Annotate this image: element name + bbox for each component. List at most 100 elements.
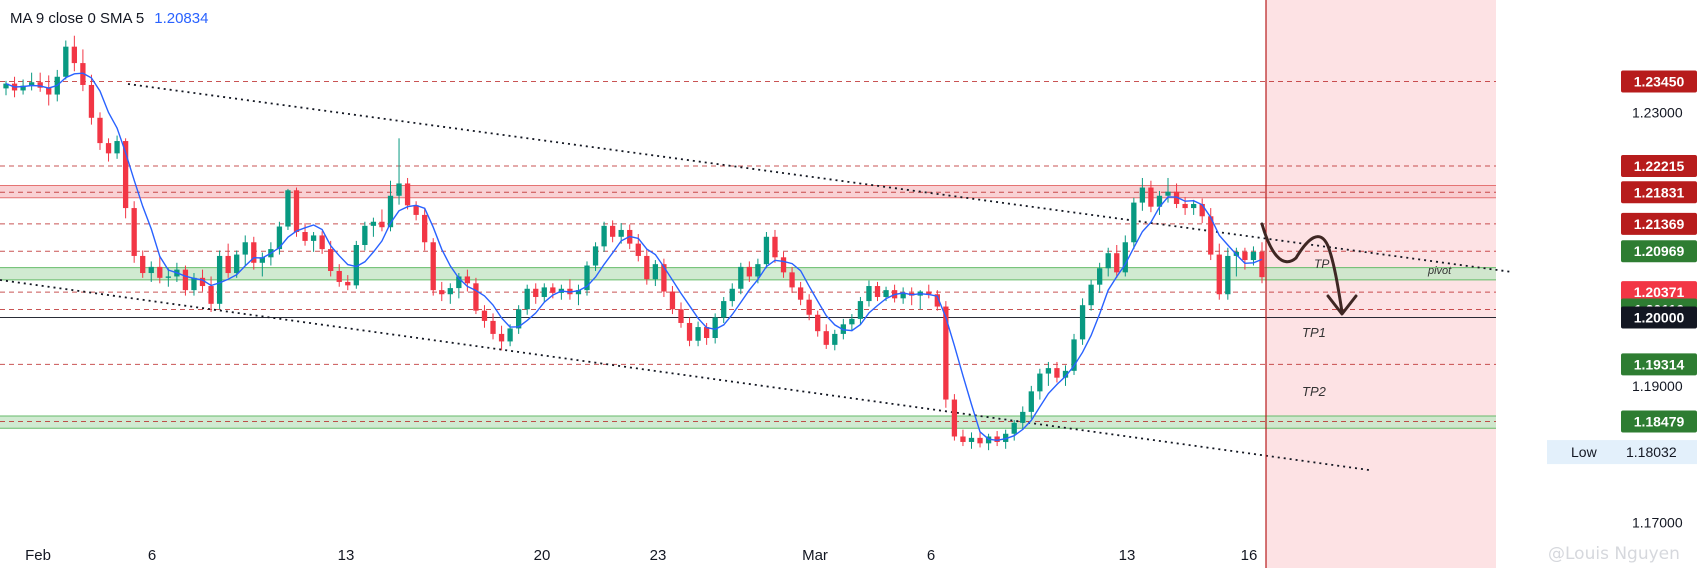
candle-body: [97, 117, 103, 144]
candle-body: [738, 266, 744, 289]
candle-body: [439, 290, 445, 295]
price-tag-label: 1.20371: [1634, 284, 1685, 300]
price-tag: [1621, 212, 1697, 235]
candle-body: [404, 183, 411, 206]
candle-body: [1105, 253, 1111, 269]
candle-body: [234, 254, 240, 274]
candle-body: [1045, 368, 1052, 374]
projection-arrowhead: [1326, 294, 1358, 316]
author-watermark: @Louis Nguyen: [1548, 544, 1680, 564]
candle-body: [1037, 373, 1043, 392]
candle-body: [1190, 203, 1197, 209]
candle-body: [584, 265, 590, 291]
price-tag-label: 1.21831: [1634, 184, 1685, 200]
candle-body: [635, 243, 641, 256]
candle-body: [592, 246, 599, 266]
x-tick-label: Feb: [25, 547, 51, 564]
candle-body: [866, 286, 872, 302]
candle-body: [28, 82, 35, 86]
candle-body: [1122, 242, 1128, 273]
candle-body: [1088, 284, 1094, 306]
future-zone: [1266, 0, 1496, 568]
candle-body: [780, 257, 787, 273]
candle-body: [1071, 339, 1077, 371]
candle-body: [37, 82, 43, 88]
candle-body: [832, 333, 838, 345]
candle-body: [1054, 368, 1060, 378]
candle-body: [772, 236, 778, 258]
x-tick-label: 6: [927, 547, 935, 564]
candle-body: [302, 232, 308, 241]
price-tag-label: 1.22215: [1634, 158, 1685, 174]
price-tag: [1621, 353, 1697, 376]
candle-body: [857, 301, 864, 319]
candle-body: [182, 269, 189, 291]
candle-body: [473, 283, 479, 311]
candle-body: [806, 299, 812, 315]
x-tick-label: 13: [1119, 547, 1136, 564]
zone-band: [0, 185, 1496, 198]
candle-body: [883, 290, 889, 297]
candle-body: [1225, 255, 1231, 295]
candle-body: [943, 306, 949, 400]
candle-body: [900, 292, 906, 299]
candle-body: [977, 437, 983, 444]
candle-body: [1097, 268, 1103, 285]
candle-body: [490, 320, 496, 334]
candle-body: [960, 436, 966, 442]
annotation-pivot: pivot: [1427, 265, 1452, 277]
candle-body: [191, 277, 197, 291]
price-tag-label: 1.19314: [1634, 356, 1685, 372]
price-tag-label: 1.23450: [1634, 74, 1685, 90]
candle-body: [874, 286, 881, 297]
price-tag-label: 1.18479: [1634, 414, 1685, 430]
candle-body: [413, 205, 419, 215]
price-tag: [1621, 181, 1697, 204]
candle-body: [216, 255, 223, 304]
price-tag: [1621, 281, 1697, 304]
candle-body: [80, 63, 86, 85]
candle-body: [1216, 254, 1222, 295]
indicator-label: MA 9 close 0 SMA 5: [10, 10, 145, 27]
projection-path: [1260, 222, 1344, 314]
candle-body: [712, 317, 718, 339]
candle-body: [328, 249, 334, 271]
candle-body: [524, 288, 530, 310]
candle-body: [88, 84, 95, 118]
candle-body: [353, 245, 359, 286]
y-tick-label: 1.17000: [1632, 515, 1683, 531]
candle-body: [797, 287, 804, 300]
candle-body: [1199, 203, 1205, 217]
candle-body: [516, 309, 522, 329]
price-tag-label: 1.20000: [1634, 309, 1685, 325]
low-tag: [1547, 440, 1697, 465]
candle-body: [661, 264, 667, 292]
candle-body: [1028, 391, 1034, 412]
candle-body: [3, 83, 9, 89]
price-tag: [1621, 410, 1697, 433]
candle-body: [447, 288, 453, 295]
candle-body: [1148, 187, 1154, 207]
candle-body: [695, 327, 701, 341]
candle-body: [165, 276, 171, 278]
candle-body: [208, 286, 214, 304]
candle-body: [951, 399, 958, 437]
candle-body: [251, 242, 257, 263]
x-tick-label: 13: [338, 547, 355, 564]
candle-body: [379, 221, 385, 228]
indicator-value: 1.20834: [154, 10, 209, 27]
x-tick-label: 20: [534, 547, 551, 564]
candle-body: [131, 208, 137, 256]
candle-body: [618, 229, 624, 237]
candle-body: [430, 242, 436, 291]
candle-body: [746, 266, 752, 277]
ma-line: [5, 72, 1263, 442]
annotation-tp2: TP2: [1302, 384, 1327, 399]
candle-body: [1156, 195, 1163, 207]
candle-body: [1062, 370, 1069, 378]
price-tag: [1621, 155, 1697, 178]
price-tag: [1621, 306, 1697, 329]
candle-body: [20, 85, 26, 91]
